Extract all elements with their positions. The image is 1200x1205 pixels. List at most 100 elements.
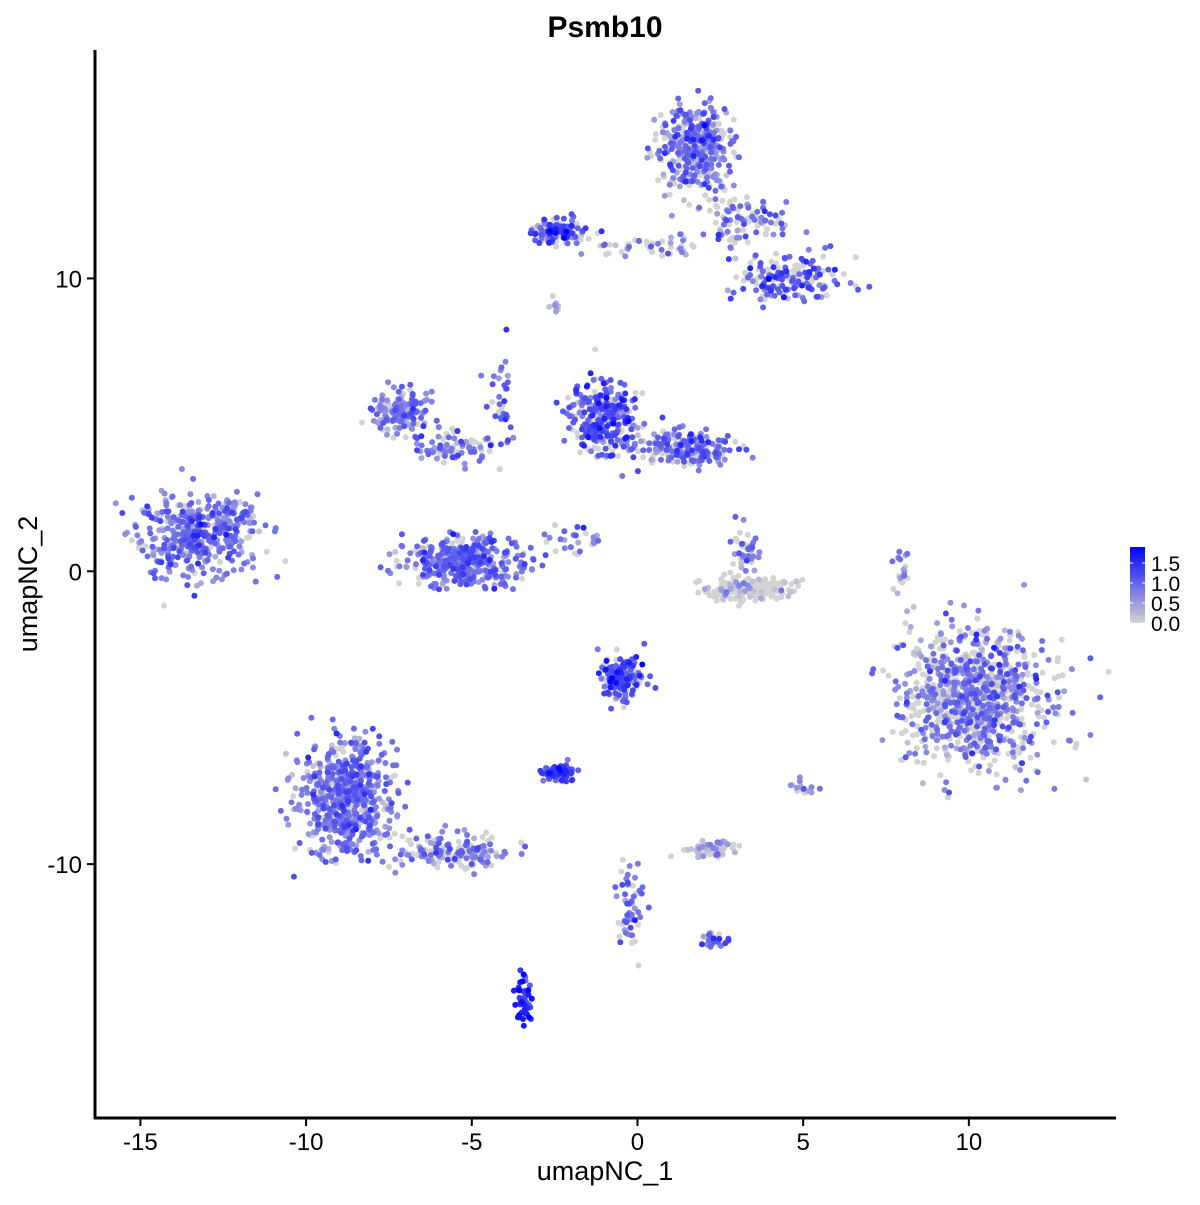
data-point [706,144,713,151]
data-point [679,249,685,256]
data-point [349,773,356,780]
colorbar-tick-label: 0.0 [1151,613,1180,636]
data-point [987,705,994,711]
data-point [410,415,417,422]
data-point [958,717,965,724]
data-point [906,629,913,635]
data-point [358,857,365,864]
data-point [383,774,389,781]
data-point [814,293,821,300]
data-point [619,397,626,404]
data-point [282,750,289,757]
data-point [699,941,705,948]
data-point [361,802,367,809]
data-point [324,812,331,819]
data-point [993,784,1000,791]
data-point [217,558,224,565]
data-point [666,191,673,198]
data-point [956,724,963,731]
data-point [940,642,947,649]
data-point [1034,695,1041,702]
data-point [589,412,596,419]
data-point [688,438,695,444]
data-point [796,778,803,785]
data-point [947,639,954,646]
data-point [1010,753,1017,760]
data-point [296,801,303,808]
data-point [475,542,482,549]
data-point [677,139,684,146]
data-point [630,893,637,900]
data-point [1067,737,1073,744]
data-point [721,106,728,112]
data-point [980,731,987,738]
data-point [414,447,421,454]
data-point [202,549,209,556]
data-point [659,252,666,259]
data-point [333,730,340,737]
data-point [696,204,703,211]
data-point [505,559,512,565]
data-point [732,513,739,520]
data-point [352,826,359,833]
data-point [362,796,369,803]
data-point [799,576,806,583]
data-point [385,379,392,386]
data-point [993,746,1000,753]
data-point [557,536,564,543]
data-point [796,271,803,278]
data-point [1005,724,1012,731]
data-point [616,692,623,699]
data-point [976,689,983,696]
data-point [306,759,312,766]
data-point [553,243,560,250]
data-point [624,900,631,907]
data-point [994,711,1001,718]
data-point [395,790,402,797]
data-point [1000,686,1007,693]
data-point [483,403,490,410]
data-point [292,805,299,812]
data-point [177,502,184,509]
data-point [949,623,956,630]
data-point [933,710,940,716]
data-point [435,571,442,578]
data-point [689,178,696,185]
data-point [710,935,717,942]
data-point [434,864,441,871]
data-point [673,112,680,119]
data-point [540,777,547,784]
data-point [727,295,734,302]
data-point [636,672,643,679]
data-point [471,835,478,842]
data-point [1002,777,1009,783]
data-point [392,856,399,863]
data-point [1018,700,1025,707]
data-point [449,454,456,461]
data-point [1016,749,1023,756]
data-point [652,136,659,143]
y-tick-label: -10 [47,852,82,879]
data-point [526,1014,533,1021]
data-point [988,670,995,677]
data-point [186,541,193,547]
data-point [713,597,720,604]
data-point [972,677,979,684]
data-point [483,829,490,836]
data-point [538,231,545,238]
data-point [890,586,897,592]
data-point [459,849,466,856]
data-point [691,142,698,149]
data-point [624,879,631,886]
data-point [1014,643,1021,650]
data-point [359,772,366,779]
data-point [329,716,336,723]
data-point [984,737,991,744]
data-point [471,871,478,878]
data-point [1054,689,1061,696]
data-point [701,453,708,460]
data-point [668,454,675,461]
data-point [507,424,514,431]
data-point [420,537,427,544]
data-point [634,860,641,867]
